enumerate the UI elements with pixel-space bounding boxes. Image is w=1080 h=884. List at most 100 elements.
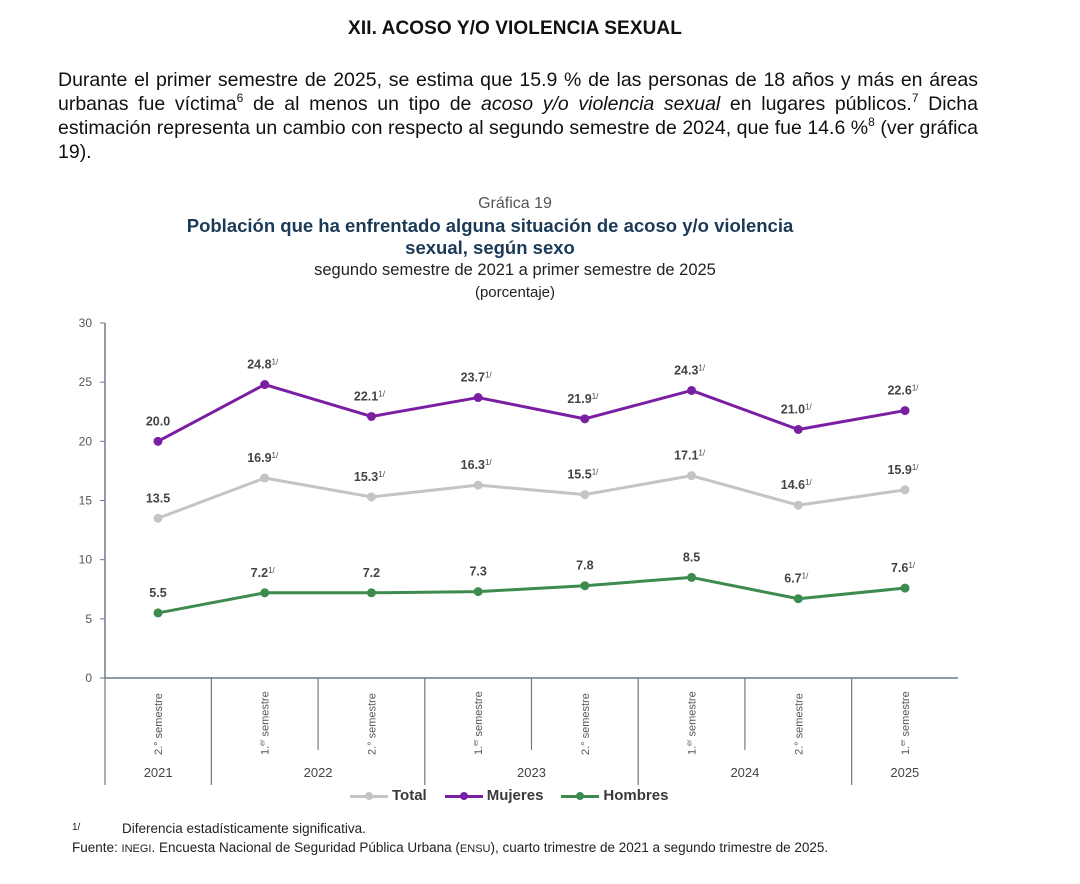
legend-label: Total: [392, 787, 427, 804]
chart-label: Gráfica 19: [478, 195, 552, 212]
intro-text: en lugares públicos.: [720, 93, 912, 115]
footnote-ref: 6: [236, 91, 244, 105]
data-label-hombres: 7.8: [576, 559, 593, 573]
chart-footnote: 1/Diferencia estadísticamente significat…: [72, 821, 366, 836]
chart-legend: Total Mujeres Hombres: [350, 787, 668, 804]
data-label-mujeres: 24.81/: [247, 358, 279, 372]
data-label-total: 13.5: [146, 491, 170, 505]
legend-item-total: Total: [350, 787, 427, 804]
data-label-mujeres: 22.11/: [354, 389, 386, 403]
data-label-mujeres: 23.71/: [461, 371, 493, 385]
data-point-mujeres: [473, 393, 483, 403]
data-point-hombres: [900, 583, 910, 593]
data-point-mujeres: [900, 406, 910, 416]
legend-item-mujeres: Mujeres: [444, 787, 544, 804]
data-label-total: 16.31/: [461, 458, 493, 472]
intro-text: (ver gráfica 19).: [58, 117, 979, 163]
data-point-total: [260, 473, 270, 483]
y-tick-label: 0: [85, 671, 92, 685]
data-point-mujeres: [260, 380, 270, 390]
legend-swatch-icon: [350, 790, 388, 802]
x-year-label: 2023: [517, 765, 546, 780]
y-tick-label: 10: [79, 553, 93, 567]
series-line-total: [157, 474, 906, 520]
data-label-total: 16.91/: [247, 451, 279, 465]
chart-units: (porcentaje): [474, 284, 556, 301]
data-label-hombres: 6.71/: [784, 572, 809, 586]
legend-label: Mujeres: [486, 787, 544, 804]
data-label-total: 15.31/: [354, 470, 386, 484]
data-point-total: [793, 500, 803, 510]
legend-swatch-icon: [561, 790, 600, 802]
intro-paragraph: Durante el primer semestre de 2025, se e…: [58, 68, 978, 164]
data-point-hombres: [260, 588, 270, 598]
source-org: INEGI: [121, 843, 152, 855]
x-year-label: 2021: [144, 765, 173, 780]
intro-text: Dicha estimación representa un cambio co…: [58, 93, 978, 139]
data-point-total: [900, 485, 910, 495]
x-category-label: 2.° semestre: [153, 693, 165, 755]
data-label-total: 15.91/: [887, 463, 919, 477]
source-abbr: ENSU: [459, 843, 491, 855]
source-text: . Encuesta Nacional de Seguridad Pública…: [151, 840, 460, 855]
x-year-label: 2024: [730, 765, 759, 780]
data-label-hombres: 5.5: [149, 586, 166, 600]
x-category-label: 1.er semestre: [687, 691, 699, 755]
chart-subtitle: segundo semestre de 2021 a primer semest…: [314, 261, 716, 279]
data-label-hombres: 8.5: [683, 550, 700, 564]
footnote-ref: 8: [868, 115, 875, 129]
chart-source: Fuente: INEGI. Encuesta Nacional de Segu…: [72, 840, 828, 855]
data-point-hombres: [793, 594, 803, 604]
intro-text: de al menos un tipo de: [243, 93, 482, 115]
data-point-hombres: [153, 608, 163, 618]
data-label-hombres: 7.3: [469, 565, 486, 579]
x-year-label: 2022: [304, 765, 333, 780]
chart-series: [153, 380, 910, 618]
data-point-mujeres: [366, 411, 376, 421]
data-label-total: 14.61/: [781, 478, 813, 492]
data-point-total: [580, 490, 590, 500]
x-category-label: 2.° semestre: [793, 693, 805, 755]
chart-title-line: sexual, según sexo: [405, 237, 575, 258]
data-label-total: 15.51/: [567, 468, 599, 482]
x-category-label: 2.° semestre: [580, 693, 592, 755]
data-point-total: [687, 471, 697, 481]
x-category-label: 1.er semestre: [900, 691, 912, 755]
data-point-hombres: [580, 581, 590, 591]
data-label-mujeres: 24.31/: [674, 363, 706, 377]
footnote-ref: 7: [911, 91, 919, 105]
source-text: ), cuarto trimestre de 2021 a segundo tr…: [490, 840, 829, 855]
footnote-marker: 1/: [72, 822, 81, 833]
data-point-total: [473, 480, 483, 490]
source-prefix: Fuente:: [72, 840, 122, 855]
y-tick-label: 30: [79, 316, 93, 330]
legend-swatch-icon: [444, 790, 483, 802]
data-point-mujeres: [153, 436, 163, 446]
data-label-mujeres: 20.0: [146, 414, 170, 428]
x-year-label: 2025: [890, 765, 919, 780]
x-category-label: 1.er semestre: [260, 691, 272, 755]
data-labels: 13.5 16.91/15.31/16.31/15.51/17.11/14.61/…: [146, 358, 919, 600]
series-line-mujeres: [157, 383, 906, 443]
data-point-hombres: [366, 588, 376, 598]
data-label-hombres: 7.21/: [251, 566, 276, 580]
x-axis-categories: 2.° semestre 1.er semestre 2.° semestre 1.e…: [104, 678, 919, 785]
data-point-hombres: [687, 572, 697, 582]
intro-text: Durante el primer semestre de 2025, se e…: [58, 69, 978, 115]
y-tick-label: 5: [85, 612, 92, 626]
intro-emphasis: acoso y/o violencia sexual: [481, 93, 721, 115]
data-point-mujeres: [687, 385, 697, 395]
legend-label: Hombres: [603, 787, 669, 804]
data-label-hombres: 7.2: [363, 566, 380, 580]
legend-item-hombres: Hombres: [561, 787, 668, 804]
data-point-mujeres: [580, 414, 590, 424]
data-point-total: [153, 513, 163, 523]
x-category-label: 2.° semestre: [366, 693, 378, 755]
chart-title-line: Población que ha enfrentado alguna situa…: [186, 215, 794, 236]
data-label-mujeres: 21.91/: [567, 392, 599, 406]
footnote-text: Diferencia estadísticamente significativ…: [122, 821, 366, 836]
x-category-label: 1.er semestre: [473, 691, 485, 755]
section-title: XII. ACOSO Y/O VIOLENCIA SEXUAL: [348, 18, 682, 39]
data-label-hombres: 7.61/: [891, 561, 916, 575]
